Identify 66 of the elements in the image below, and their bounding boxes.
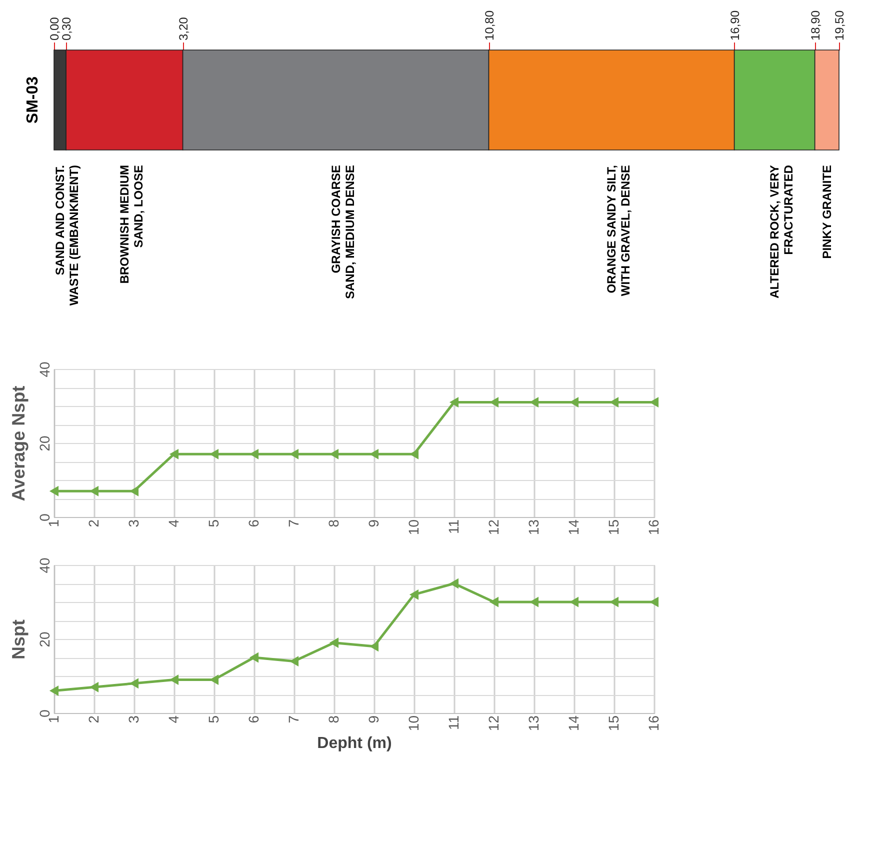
point	[369, 641, 379, 652]
x-tick-label: 5	[206, 519, 222, 528]
point	[89, 682, 99, 692]
x-tick-label: 7	[286, 519, 302, 528]
y-tick-label: 20	[36, 632, 52, 648]
x-tick-label: 10	[406, 715, 422, 732]
text: BROWNISH MEDIUM SAND, LOOSE	[117, 165, 146, 284]
y-tick-label: 0	[36, 709, 52, 718]
x-tick-label: 14	[566, 715, 582, 732]
text: GRAYISH COARSE SAND, MEDIUM DENSE	[328, 165, 357, 300]
x-axis-title: Depht (m)	[317, 735, 392, 752]
x-tick-label: 19,50	[832, 10, 846, 40]
x-tick-label: 0,30	[60, 16, 74, 40]
point	[169, 448, 179, 460]
x-tick-label: 3	[126, 519, 142, 528]
y-tick-label: 40	[36, 558, 52, 574]
y-tick-label: SM-03	[24, 76, 42, 124]
x-tick-label: 16,90	[728, 10, 742, 40]
x-tick-label: 14	[566, 519, 582, 536]
x-tick-label: 3,20	[176, 16, 190, 40]
y-axis-title: Average Nspt	[8, 386, 28, 502]
x-tick-label: 10	[406, 519, 422, 536]
x-tick-label: 9	[366, 519, 382, 528]
x-tick-label: 5	[206, 715, 222, 724]
point	[449, 578, 459, 589]
point	[289, 656, 299, 666]
x-tick-label: 16	[646, 715, 662, 732]
text: ORANGE SANDY SILT, WITH GRAVEL, DENSE	[604, 165, 633, 296]
point	[249, 652, 259, 663]
x-tick-label: 9	[366, 715, 382, 724]
x-tick-label: 18,90	[808, 10, 822, 40]
y-tick-label: 20	[36, 436, 52, 452]
y-tick-label: 0	[36, 513, 52, 522]
x-tick-label: 12	[486, 519, 502, 536]
x-tick-label: 4	[166, 715, 182, 724]
x-tick-label: 7	[286, 715, 302, 724]
x-tick-label: 2	[86, 519, 102, 528]
point	[409, 589, 419, 600]
text: SAND AND CONST. WASTE (EMBANKMENT)	[53, 165, 82, 306]
x-tick-label: 13	[526, 519, 542, 536]
x-tick-label: 12	[486, 715, 502, 732]
x-tick-label: 11	[446, 715, 462, 730]
point	[169, 674, 179, 685]
x-tick-label: 15	[606, 715, 622, 732]
x-tick-label: 8	[326, 715, 342, 724]
point	[489, 596, 499, 608]
x-tick-label: 2	[86, 715, 102, 724]
y-axis-title: Nspt	[8, 619, 28, 660]
x-tick-label: 16	[646, 519, 662, 536]
x-tick-label: 13	[526, 715, 542, 732]
y-tick-label: 40	[36, 362, 52, 378]
x-tick-label: 11	[446, 519, 462, 534]
x-tick-label: 6	[246, 519, 262, 528]
x-tick-label: 10,80	[482, 10, 496, 40]
x-tick-label: 4	[166, 519, 182, 528]
x-tick-label: 0,00	[48, 16, 62, 40]
x-tick-label: 6	[246, 715, 262, 724]
text: ALTERED ROCK, VERY FRACTURATED	[768, 164, 796, 298]
point	[49, 686, 59, 696]
x-tick-label: 3	[126, 715, 142, 724]
x-tick-label: 8	[326, 519, 342, 528]
point	[449, 397, 459, 408]
x-tick-label: 15	[606, 519, 622, 536]
point	[49, 486, 59, 496]
text: PINKY GRANITE	[820, 165, 834, 259]
point	[329, 637, 339, 648]
